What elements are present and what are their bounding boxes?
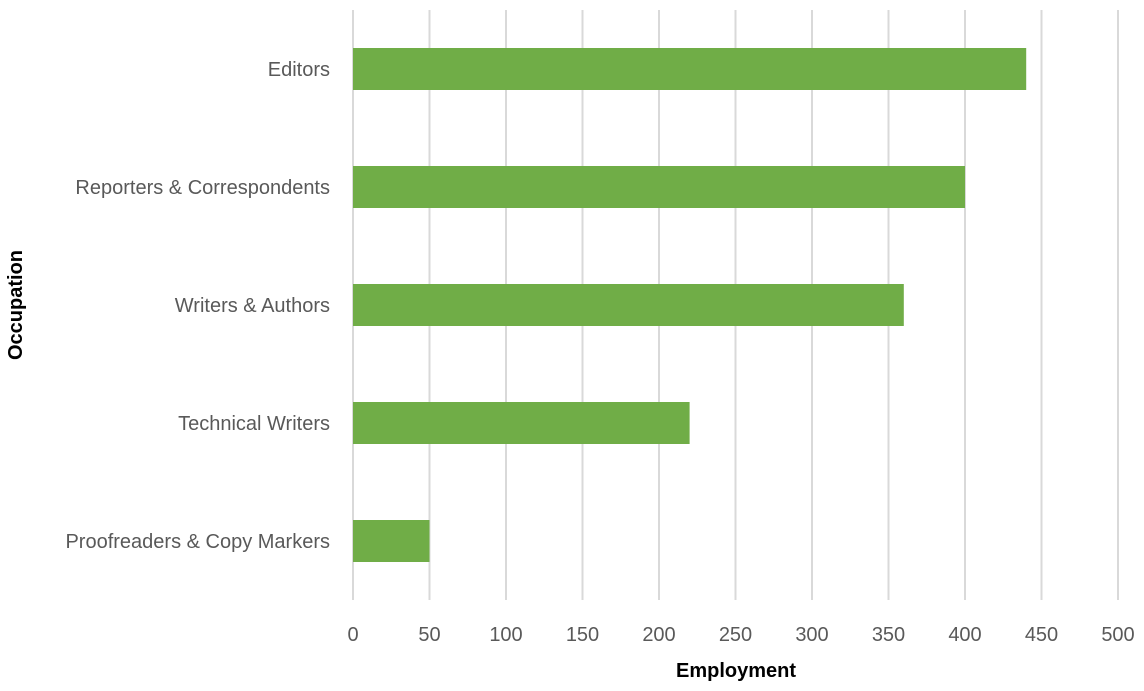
- x-tick-label: 200: [642, 624, 675, 646]
- x-axis-title: Employment: [676, 660, 796, 682]
- y-axis-title: Occupation: [5, 250, 27, 360]
- category-labels: Editors Reporters & Correspondents Writers…: [65, 59, 330, 553]
- category-label: Technical Writers: [178, 413, 330, 435]
- x-tick-label: 0: [347, 624, 358, 646]
- x-tick-label: 400: [948, 624, 981, 646]
- category-label: Writers & Authors: [175, 295, 330, 317]
- x-tick-label: 100: [489, 624, 522, 646]
- x-tick-label: 150: [566, 624, 599, 646]
- category-label: Reporters & Correspondents: [75, 177, 330, 199]
- x-tick-label: 50: [418, 624, 440, 646]
- x-tick-labels: 0 50 100 150 200 250 300 350 400 450 500: [347, 624, 1134, 646]
- x-tick-label: 500: [1101, 624, 1134, 646]
- x-tick-label: 250: [719, 624, 752, 646]
- bar: [353, 520, 430, 562]
- x-tick-label: 300: [795, 624, 828, 646]
- x-tick-label: 350: [872, 624, 905, 646]
- category-label: Proofreaders & Copy Markers: [65, 531, 330, 553]
- category-label: Editors: [268, 59, 330, 81]
- bar: [353, 402, 690, 444]
- bar: [353, 48, 1027, 90]
- bar: [353, 284, 904, 326]
- x-tick-label: 450: [1025, 624, 1058, 646]
- bars: [353, 48, 1027, 562]
- bar: [353, 166, 965, 208]
